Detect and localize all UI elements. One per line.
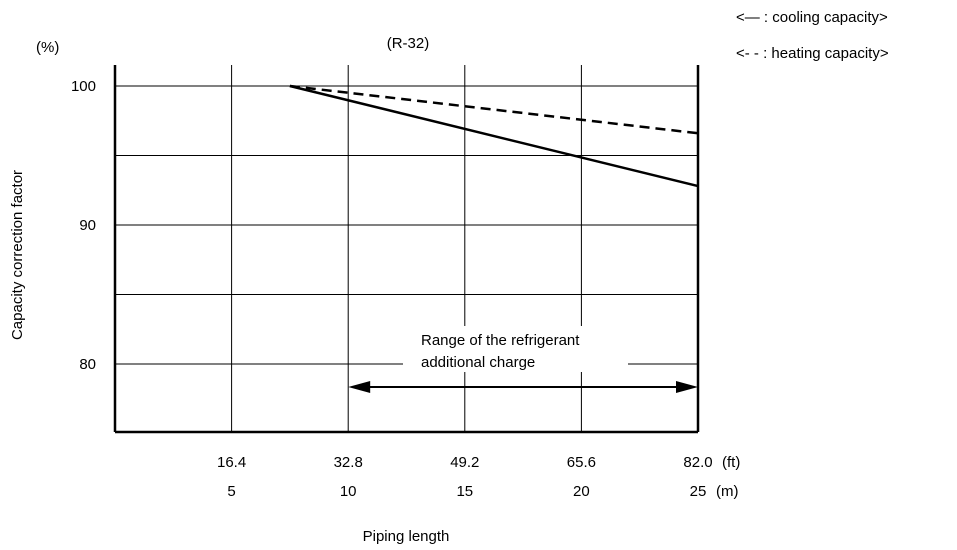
x-unit-m: (m)	[716, 483, 739, 500]
series-layer	[289, 84, 699, 188]
legend-cooling: <— : cooling capacity>	[736, 9, 888, 26]
range-arrow-right-head	[676, 381, 698, 393]
y-tick-label-100: 100	[71, 78, 96, 95]
legend-heating: <- - : heating capacity>	[736, 45, 889, 62]
y-tick-label-90: 90	[79, 217, 96, 234]
x-tick-ft-1: 32.8	[334, 454, 363, 471]
x-axis-label: Piping length	[363, 528, 450, 545]
grid-layer	[115, 65, 698, 432]
x-tick-m-3: 20	[573, 483, 590, 500]
x-tick-ft-2: 49.2	[450, 454, 479, 471]
y-axis-label: Capacity correction factor	[9, 170, 26, 340]
chart-title: (R-32)	[387, 35, 430, 52]
series-line-cooling	[289, 84, 699, 188]
x-tick-m-4: 25	[690, 483, 707, 500]
y-unit-label: (%)	[36, 39, 59, 56]
annotation-layer: Range of the refrigerant additional charg…	[348, 326, 698, 393]
x-tick-m-2: 15	[456, 483, 473, 500]
annotation-background	[403, 326, 628, 372]
x-tick-ft-4: 82.0	[683, 454, 712, 471]
range-arrow-left-head	[348, 381, 371, 393]
series-line-heating	[289, 84, 699, 135]
text-layer: 100 90 80 (%) 16.4 32.8 49.2 65.6 82.0 5 10 15 20 25 (…	[9, 9, 889, 545]
x-tick-m-1: 10	[340, 483, 357, 500]
annotation-line2: additional charge	[421, 354, 535, 371]
axes-layer	[113, 65, 700, 434]
x-tick-ft-0: 16.4	[217, 454, 246, 471]
y-tick-label-80: 80	[79, 356, 96, 373]
x-unit-ft: (ft)	[722, 454, 740, 471]
x-tick-m-0: 5	[227, 483, 235, 500]
x-tick-ft-3: 65.6	[567, 454, 596, 471]
annotation-line1: Range of the refrigerant	[421, 332, 580, 349]
